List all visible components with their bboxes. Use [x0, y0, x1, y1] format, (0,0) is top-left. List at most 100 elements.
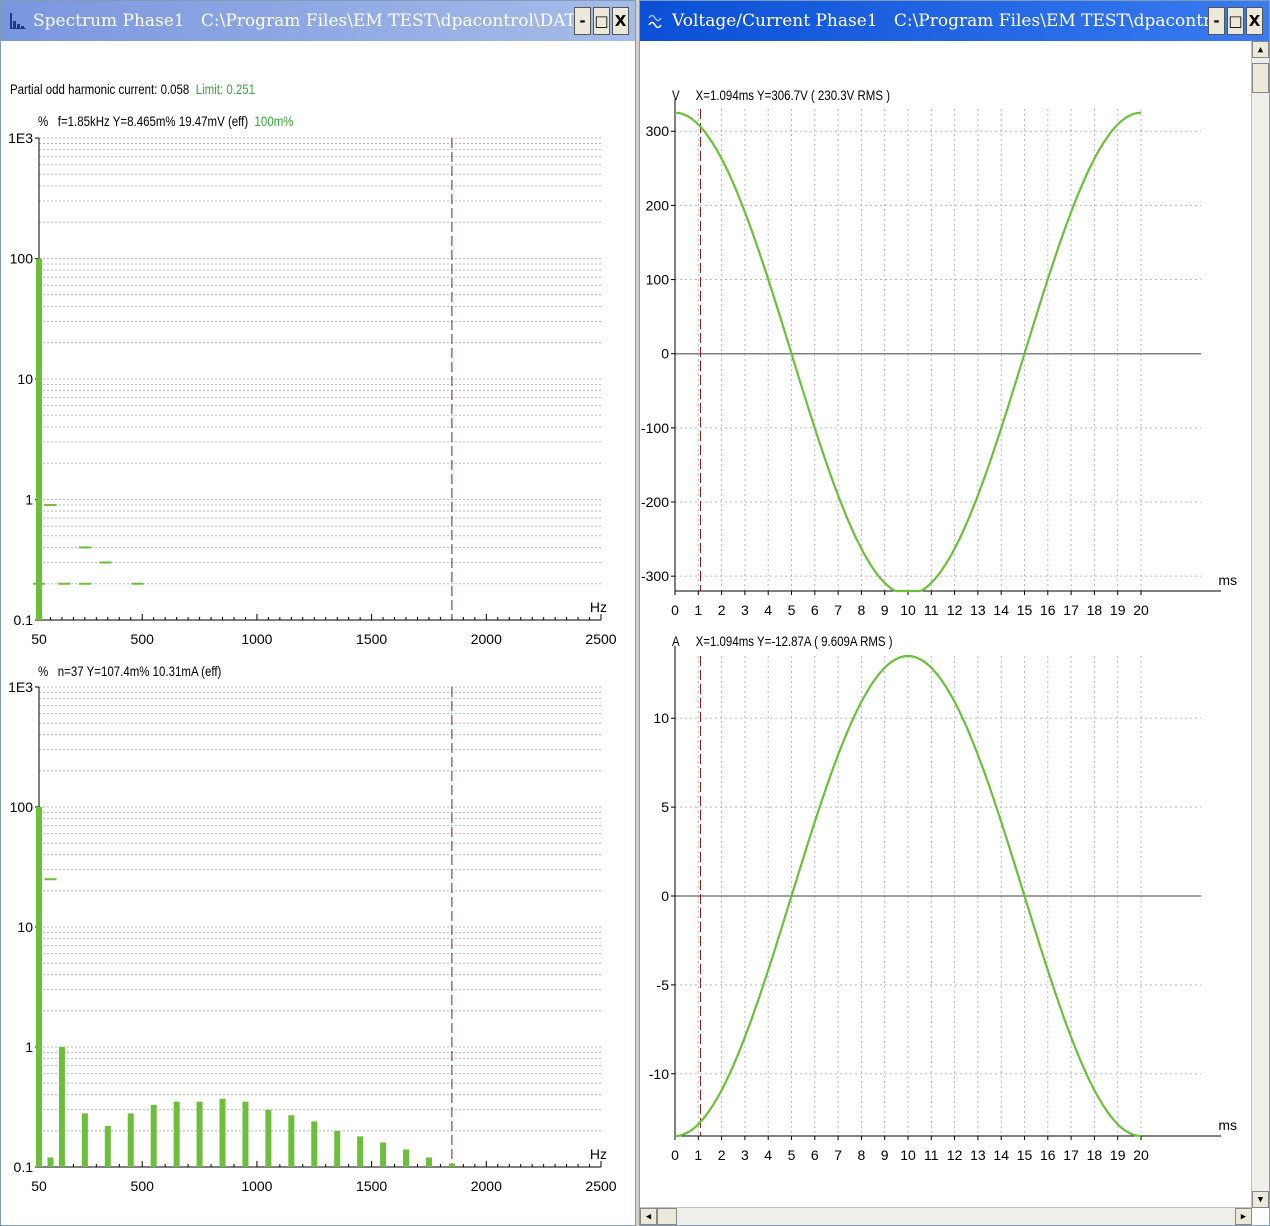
current-x-tick-label: 4	[764, 1147, 772, 1163]
spectrum-top-bar	[36, 258, 42, 620]
voltage-x-tick-label: 1	[694, 602, 702, 618]
horizontal-scroll-thumb[interactable]	[657, 1208, 677, 1225]
spectrum-bottom-x-tick-label: 2000	[471, 1178, 502, 1194]
spectrum-top-y-tick-label: 1	[25, 492, 33, 508]
current-x-unit: ms	[1218, 1117, 1237, 1133]
voltage-x-tick-label: 16	[1040, 602, 1056, 618]
voltage-x-tick-label: 5	[788, 602, 796, 618]
minimize-button[interactable]: -	[574, 7, 591, 35]
current-x-tick-label: 17	[1063, 1147, 1079, 1163]
spectrum-top-x-tick-label: 2500	[585, 631, 616, 647]
current-y-tick-label: 5	[661, 799, 669, 815]
current-x-tick-label: 13	[970, 1147, 986, 1163]
voltage-x-tick-label: 2	[718, 602, 726, 618]
spectrum-bottom-bar	[288, 1115, 295, 1167]
current-x-tick-label: 3	[741, 1147, 749, 1163]
current-x-tick-label: 12	[947, 1147, 963, 1163]
spectrum-bottom-y-tick-label: 100	[10, 799, 34, 815]
spectrum-bottom-y-tick-label: 1	[25, 1039, 33, 1055]
close-button[interactable]: X	[612, 7, 629, 35]
scroll-right-arrow-icon[interactable]: ▶	[1235, 1208, 1252, 1225]
voltage-x-unit: ms	[1218, 572, 1237, 588]
current-y-tick-label: -10	[649, 1066, 669, 1082]
spectrum-bottom-bar	[219, 1098, 226, 1167]
current-x-tick-label: 15	[1017, 1147, 1033, 1163]
spectrum-bottom-bar	[104, 1125, 111, 1167]
spectrum-bottom-x-tick-label: 50	[31, 1178, 47, 1194]
spectrum-top-chart: 1E3 100 10 1 0.1 50 500 1000 1500 2000 2500 Hz	[8, 130, 617, 647]
current-x-tick-label: 9	[881, 1147, 889, 1163]
bottom-chart-readout: % n=37 Y=107.4m% 10.31mA (eff)	[38, 663, 222, 679]
current-x-tick-label: 19	[1110, 1147, 1126, 1163]
spectrum-bottom-bar	[242, 1101, 249, 1167]
voltage-x-tick-label: 19	[1110, 602, 1126, 618]
voltage-x-tick-label: 0	[671, 602, 679, 618]
current-x-tick-label: 16	[1040, 1147, 1056, 1163]
spectrum-top-y-tick-label: 0.1	[14, 612, 34, 628]
current-x-tick-label: 5	[788, 1147, 796, 1163]
voltage-x-tick-label: 17	[1063, 602, 1079, 618]
vertical-scrollbar[interactable]: ▲ ▼	[1251, 41, 1269, 1208]
limit-label: Limit: 0.251	[195, 81, 256, 97]
top-chart-readout: % f=1.85kHz Y=8.465m% 19.47mV (eff) 100m…	[38, 113, 294, 129]
voltage-x-tick-label: 20	[1133, 602, 1149, 618]
voltage-x-tick-label: 4	[764, 602, 772, 618]
voltage-x-tick-label: 3	[741, 602, 749, 618]
current-x-tick-label: 7	[834, 1147, 842, 1163]
current-x-tick-label: 2	[718, 1147, 726, 1163]
voltage-x-tick-label: 10	[900, 602, 916, 618]
voltage-readout: V X=1.094ms Y=306.7V ( 230.3V RMS )	[672, 87, 891, 103]
spectrum-bottom-y-tick-label: 10	[17, 919, 33, 935]
voltage-y-tick-label: 300	[646, 123, 670, 139]
close-button[interactable]: X	[1246, 7, 1263, 35]
spectrum-top-x-tick-label: 50	[31, 631, 47, 647]
voltage-x-tick-label: 15	[1017, 602, 1033, 618]
voltage-x-tick-label: 18	[1087, 602, 1103, 618]
current-x-tick-label: 20	[1133, 1147, 1149, 1163]
current-x-tick-label: 6	[811, 1147, 819, 1163]
spectrum-bottom-bar	[357, 1136, 364, 1167]
maximize-button[interactable]: □	[593, 7, 610, 35]
spectrum-top-x-tick-label: 1500	[356, 631, 387, 647]
spectrum-bottom-y-tick-label: 0.1	[14, 1159, 34, 1175]
spectrum-bottom-x-tick-label: 1000	[241, 1178, 272, 1194]
spectrum-window-title: Spectrum Phase1 C:\Program Files\EM TEST…	[33, 11, 574, 31]
spectrum-top-y-tick-label: 10	[17, 371, 33, 387]
minimize-button[interactable]: -	[1208, 7, 1225, 35]
spectrum-bottom-bar	[127, 1113, 134, 1167]
spectrum-titlebar[interactable]: Spectrum Phase1 C:\Program Files\EM TEST…	[1, 1, 635, 41]
spectrum-bottom-bar	[403, 1149, 410, 1167]
scroll-left-arrow-icon[interactable]: ◀	[640, 1208, 657, 1225]
scroll-up-arrow-icon[interactable]: ▲	[1252, 41, 1269, 58]
horizontal-scrollbar[interactable]: ◀ ▶	[640, 1207, 1252, 1225]
spectrum-bottom-y-tick-label: 1E3	[8, 679, 33, 695]
scroll-down-arrow-icon[interactable]: ▼	[1252, 1191, 1269, 1208]
spectrum-bottom-bar	[196, 1101, 203, 1167]
spectrum-top-y-tick-label: 100	[10, 251, 34, 267]
spectrum-bottom-bar	[47, 1157, 54, 1167]
current-x-tick-label: 1	[694, 1147, 702, 1163]
spectrum-top-x-tick-label: 2000	[471, 631, 502, 647]
spectrum-window: Spectrum Phase1 C:\Program Files\EM TEST…	[0, 0, 636, 1226]
current-x-tick-label: 0	[671, 1147, 679, 1163]
maximize-button[interactable]: □	[1227, 7, 1244, 35]
current-waveform	[674, 654, 1142, 1138]
voltage-x-tick-label: 6	[811, 602, 819, 618]
voltage-x-tick-label: 14	[993, 602, 1009, 618]
spectrum-bottom-bar	[448, 1163, 455, 1167]
voltage-y-tick-label: 100	[646, 272, 670, 288]
current-y-tick-label: 10	[653, 710, 669, 726]
current-x-tick-label: 8	[858, 1147, 866, 1163]
voltage-x-tick-label: 7	[834, 602, 842, 618]
vertical-scroll-thumb[interactable]	[1252, 63, 1269, 93]
spectrum-bottom-bar	[36, 807, 42, 1167]
voltage-x-tick-label: 11	[924, 602, 939, 618]
spectrum-top-x-tick-label: 500	[131, 631, 155, 647]
vc-titlebar[interactable]: Voltage/Current Phase1 C:\Program Files\…	[640, 1, 1269, 41]
waveform-app-icon	[648, 14, 662, 29]
spectrum-app-icon	[10, 13, 26, 29]
spectrum-bottom-x-unit: Hz	[590, 1146, 607, 1162]
current-x-tick-label: 18	[1087, 1147, 1103, 1163]
